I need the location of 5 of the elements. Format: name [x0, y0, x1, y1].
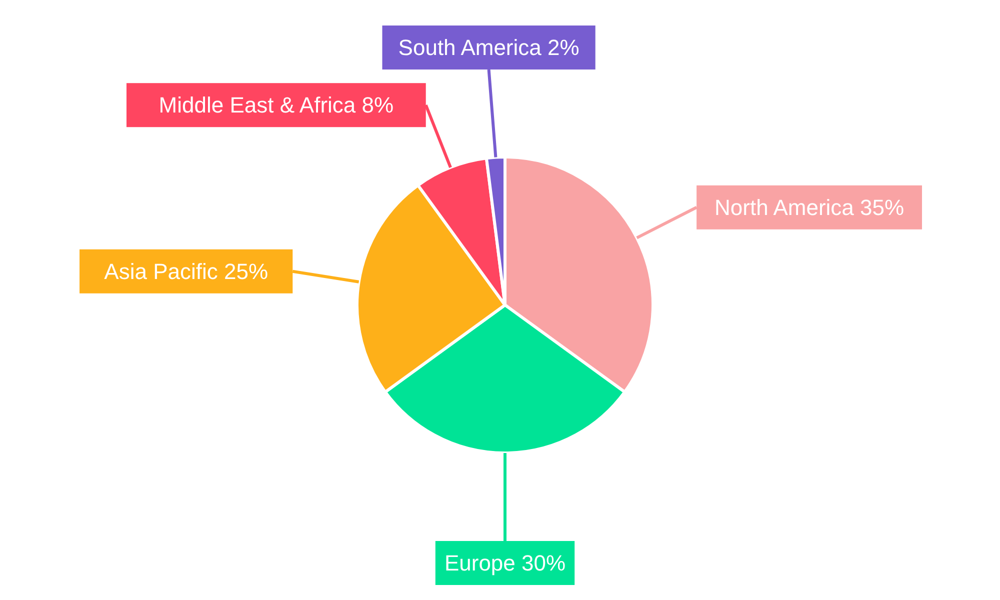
slice-label: South America 2% [398, 35, 580, 60]
slice-label: Asia Pacific 25% [104, 258, 268, 284]
slice-label: North America 35% [714, 194, 904, 220]
slice-label: Europe 30% [444, 550, 566, 576]
slice-label: Middle East & Africa 8% [158, 92, 394, 118]
